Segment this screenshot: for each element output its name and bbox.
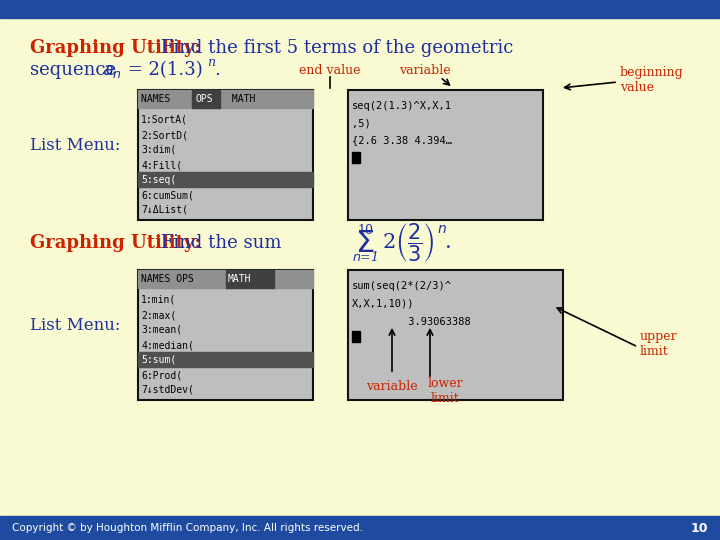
Text: 1:SortA(: 1:SortA( xyxy=(141,115,188,125)
Text: $n$: $n$ xyxy=(112,69,121,82)
Text: 2:max(: 2:max( xyxy=(141,310,176,320)
Text: 4:Fill(: 4:Fill( xyxy=(141,160,182,170)
Text: .: . xyxy=(445,233,451,253)
Text: ,5): ,5) xyxy=(352,118,371,128)
Text: variable: variable xyxy=(366,380,418,393)
Bar xyxy=(138,172,313,187)
Text: 3:dim(: 3:dim( xyxy=(141,145,176,155)
Text: $\Sigma$: $\Sigma$ xyxy=(355,227,374,259)
Text: upper
limit: upper limit xyxy=(640,330,678,358)
Text: Graphing Utility:: Graphing Utility: xyxy=(30,39,201,57)
Text: X,X,1,10)): X,X,1,10)) xyxy=(352,299,415,309)
Text: 7↓stdDev(: 7↓stdDev( xyxy=(141,385,194,395)
Text: 2: 2 xyxy=(383,233,396,253)
Text: 3:mean(: 3:mean( xyxy=(141,325,182,335)
Text: Graphing Utility:: Graphing Utility: xyxy=(30,234,201,252)
Text: sequence: sequence xyxy=(30,61,122,79)
Text: 4:median(: 4:median( xyxy=(141,340,194,350)
Bar xyxy=(138,270,313,400)
Text: NAMES: NAMES xyxy=(141,94,176,104)
Text: 6:cumSum(: 6:cumSum( xyxy=(141,190,194,200)
Text: NAMES OPS: NAMES OPS xyxy=(141,274,199,284)
Bar xyxy=(226,270,274,288)
Text: 1:min(: 1:min( xyxy=(141,295,176,305)
Text: OPS: OPS xyxy=(195,94,212,104)
Text: variable: variable xyxy=(399,64,451,77)
Bar xyxy=(352,331,360,342)
Text: {2.6 3.38 4.394…: {2.6 3.38 4.394… xyxy=(352,135,452,145)
Text: MATH: MATH xyxy=(226,94,256,104)
Text: = 2(1.3): = 2(1.3) xyxy=(122,61,203,79)
Text: 2:SortD(: 2:SortD( xyxy=(141,130,188,140)
Text: end value: end value xyxy=(300,64,361,77)
Text: Copyright © by Houghton Mifflin Company, Inc. All rights reserved.: Copyright © by Houghton Mifflin Company,… xyxy=(12,523,363,533)
Text: 5:seq(: 5:seq( xyxy=(141,175,176,185)
Text: .: . xyxy=(214,61,220,79)
Text: $n$=1: $n$=1 xyxy=(352,250,378,264)
Text: Find the first 5 terms of the geometric: Find the first 5 terms of the geometric xyxy=(155,39,513,57)
Text: 10: 10 xyxy=(357,224,373,237)
Text: 6:Prod(: 6:Prod( xyxy=(141,370,182,380)
Text: 3.93063388: 3.93063388 xyxy=(352,317,471,327)
Bar xyxy=(0,0,720,18)
Bar xyxy=(138,90,313,108)
Text: List Menu:: List Menu: xyxy=(30,316,120,334)
Text: 10: 10 xyxy=(690,522,708,535)
Text: $a$: $a$ xyxy=(102,61,114,79)
Bar xyxy=(192,90,220,108)
Bar xyxy=(138,352,313,367)
Text: $n$: $n$ xyxy=(437,222,447,236)
Text: 7↓ΔList(: 7↓ΔList( xyxy=(141,205,188,215)
Text: lower
limit: lower limit xyxy=(427,377,463,405)
Bar xyxy=(0,516,720,540)
Bar xyxy=(352,152,360,163)
Text: beginning
value: beginning value xyxy=(620,66,684,94)
Text: List Menu:: List Menu: xyxy=(30,137,120,153)
Bar xyxy=(138,270,313,288)
Text: n: n xyxy=(207,57,215,70)
Text: seq(2(1.3)^X,X,1: seq(2(1.3)^X,X,1 xyxy=(352,101,452,111)
Text: sum(seq(2*(2/3)^: sum(seq(2*(2/3)^ xyxy=(352,281,452,291)
Text: Find the sum: Find the sum xyxy=(155,234,287,252)
Text: $\left(\dfrac{2}{3}\right)$: $\left(\dfrac{2}{3}\right)$ xyxy=(395,221,435,265)
Bar xyxy=(138,90,313,220)
Bar xyxy=(348,90,543,220)
Bar xyxy=(348,270,563,400)
Text: MATH: MATH xyxy=(228,274,251,284)
Text: 5:sum(: 5:sum( xyxy=(141,355,176,365)
